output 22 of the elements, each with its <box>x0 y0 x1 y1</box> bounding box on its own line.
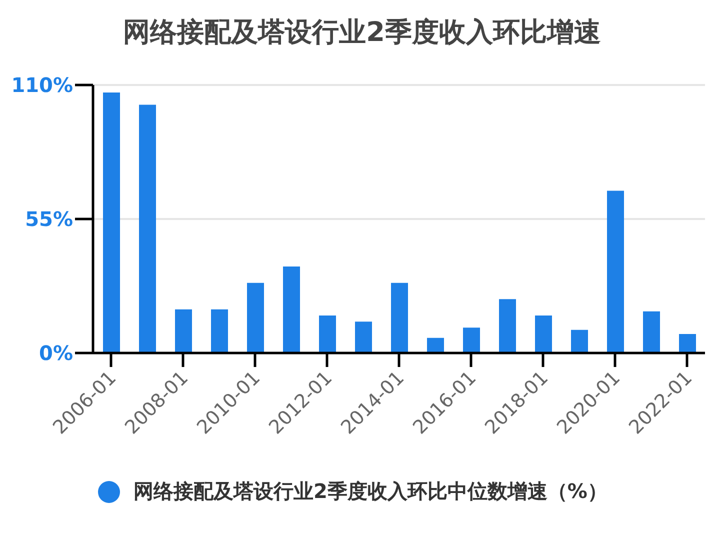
y-tick-label: 55% <box>25 207 73 232</box>
bar <box>391 282 408 353</box>
bar <box>103 92 120 353</box>
bar <box>679 334 696 353</box>
bar <box>535 315 552 353</box>
legend-label: 网络接配及塔设行业2季度收入环比中位数增速（%） <box>134 478 608 505</box>
bar <box>427 338 444 353</box>
bar <box>175 309 192 353</box>
bar <box>463 328 480 353</box>
bar <box>211 309 228 353</box>
y-tick-label: 110% <box>11 73 73 98</box>
bar <box>139 104 156 353</box>
bar <box>607 190 624 353</box>
chart-title: 网络接配及塔设行业2季度收入环比增速 <box>122 16 602 50</box>
bar <box>571 330 588 353</box>
bar <box>499 299 516 353</box>
bar <box>355 322 372 353</box>
bar <box>247 282 264 353</box>
bar <box>643 311 660 353</box>
bar <box>283 266 300 353</box>
bar <box>319 315 336 353</box>
y-tick-label: 0% <box>39 341 73 366</box>
